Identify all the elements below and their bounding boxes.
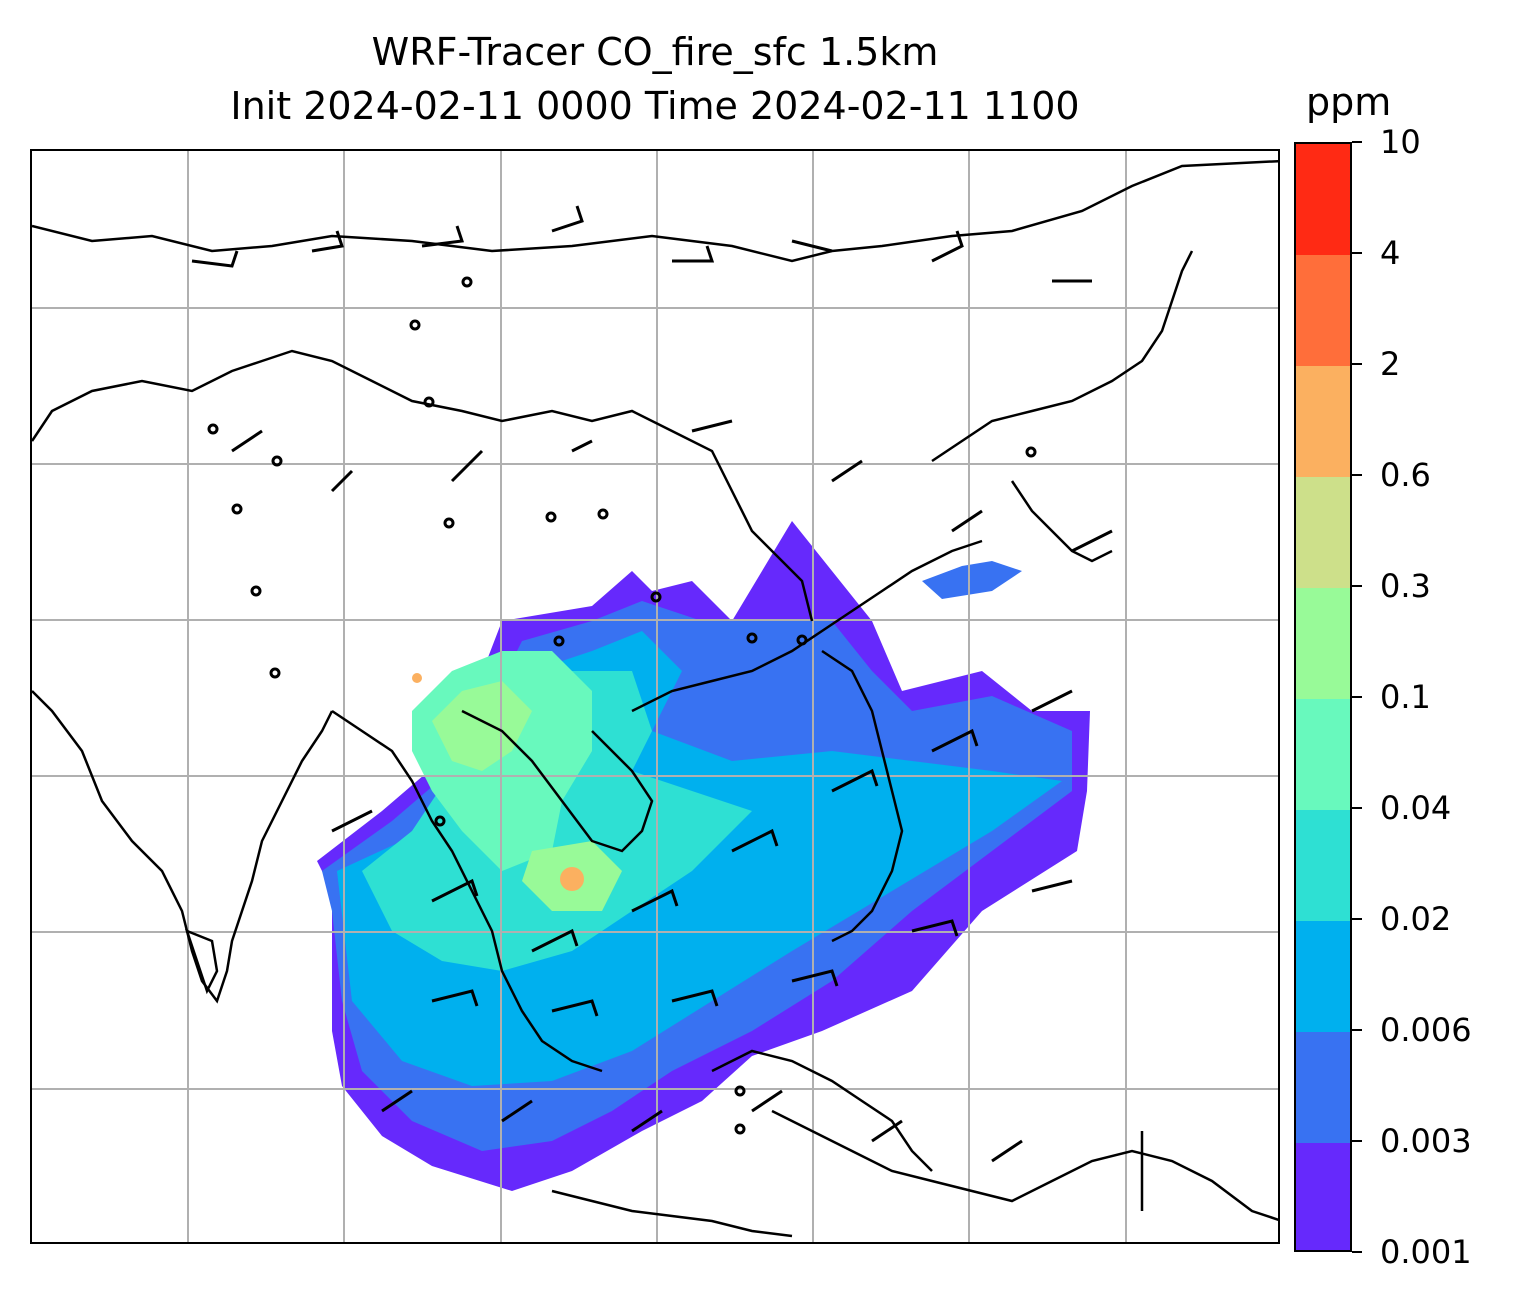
calm-wind-circles: [207, 276, 1037, 1135]
colorbar-tick: [1352, 1029, 1362, 1031]
colorbar-band: [1296, 1032, 1350, 1144]
colorbar-tick: [1352, 1140, 1362, 1142]
colorbar-band: [1296, 810, 1350, 922]
colorbar-band: [1296, 477, 1350, 589]
colorbar-unit-label: ppm: [1306, 80, 1392, 124]
colorbar-tick-label: 0.1: [1380, 678, 1431, 716]
plume-high: [432, 681, 532, 771]
colorbar-band: [1296, 255, 1350, 367]
plume-peak-b: [412, 673, 422, 683]
colorbar-tick-label: 2: [1380, 345, 1401, 383]
plume-far-east: [922, 561, 1022, 599]
map-canvas: [32, 151, 1278, 1242]
colorbar-tick-label: 0.3: [1380, 567, 1431, 605]
chart-title-line-1: WRF-Tracer CO_fire_sfc 1.5km: [371, 30, 939, 74]
co-plume-layer: [317, 521, 1090, 1191]
colorbar-tick-label: 0.04: [1380, 789, 1452, 827]
chart-title-line-2: Init 2024-02-11 0000 Time 2024-02-11 110…: [230, 84, 1080, 128]
colorbar-tick-label: 4: [1380, 234, 1401, 272]
colorbar-tick: [1352, 141, 1362, 143]
colorbar-tick: [1352, 918, 1362, 920]
colorbar-band: [1296, 921, 1350, 1033]
coastlines: [32, 159, 1278, 1238]
colorbar-tick-label: 0.001: [1380, 1233, 1472, 1271]
graticule: [32, 151, 1278, 1242]
colorbar-tick: [1352, 363, 1362, 365]
colorbar-tick-label: 10: [1380, 123, 1421, 161]
colorbar-tick-label: 0.006: [1380, 1011, 1472, 1049]
wind-barbs: [191, 205, 1113, 1163]
colorbar-tick: [1352, 252, 1362, 254]
colorbar-tick: [1352, 807, 1362, 809]
colorbar-band: [1296, 366, 1350, 478]
map-panel: [30, 149, 1280, 1244]
colorbar-tick-label: 0.02: [1380, 900, 1452, 938]
colorbar-tick: [1352, 585, 1362, 587]
colorbar-band: [1296, 588, 1350, 700]
colorbar-tick: [1352, 696, 1362, 698]
colorbar-band: [1296, 699, 1350, 811]
colorbar-band: [1296, 1143, 1350, 1250]
colorbar-band: [1296, 144, 1350, 256]
colorbar: [1294, 142, 1352, 1252]
plume-peak-a: [560, 867, 584, 891]
colorbar-tick: [1352, 474, 1362, 476]
colorbar-tick-label: 0.003: [1380, 1122, 1472, 1160]
colorbar-tick-label: 0.6: [1380, 456, 1431, 494]
colorbar-tick: [1352, 1251, 1362, 1253]
